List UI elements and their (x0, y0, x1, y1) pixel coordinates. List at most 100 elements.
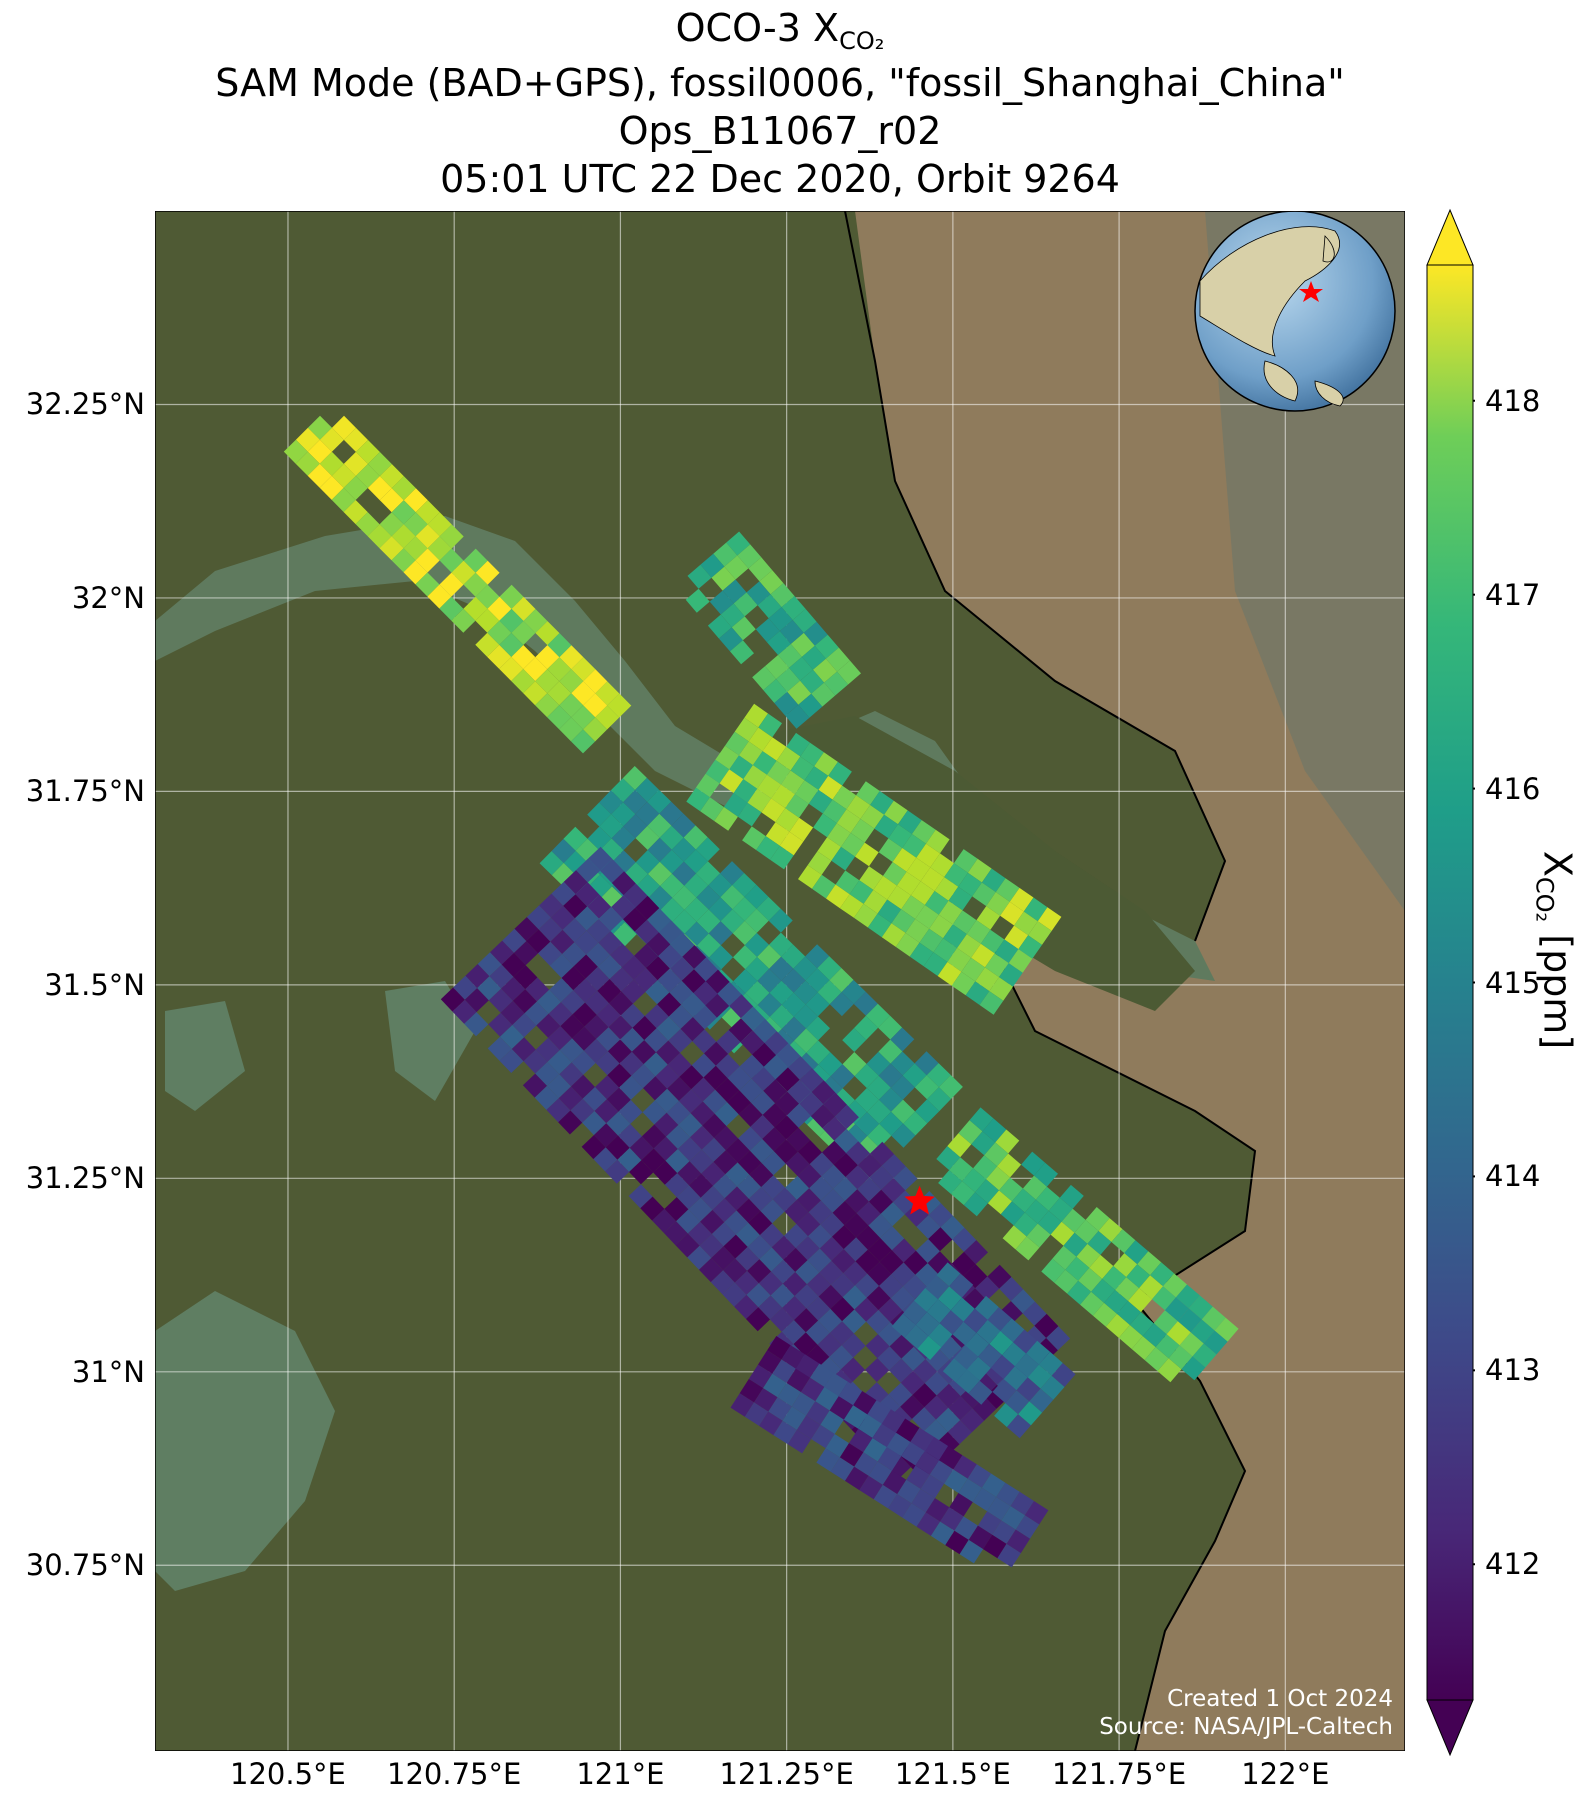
xco2-pixel (881, 1409, 906, 1433)
xco2-pixel (938, 1170, 963, 1194)
xco2-pixel (820, 1410, 844, 1434)
xco2-pixel (307, 415, 332, 440)
xco2-pixel (758, 1295, 783, 1320)
xco2-pixel (549, 954, 574, 978)
xco2-pixel (900, 1370, 925, 1395)
xco2-pixel (704, 1041, 729, 1066)
xco2-pixel (548, 1002, 573, 1027)
xco2-pixel (827, 823, 851, 847)
xco2-pixel (849, 1428, 873, 1453)
xco2-pixel (995, 1129, 1020, 1154)
xco2-pixel (677, 1161, 702, 1186)
xco2-pixel (732, 873, 757, 897)
xco2-pixel (700, 797, 724, 821)
xco2-pixel (811, 1424, 835, 1449)
xco2-pixel (644, 1004, 669, 1029)
xco2-pixel (571, 657, 596, 682)
colorbar-min-extend (1426, 1699, 1474, 1757)
xco2-pixel (867, 1099, 892, 1124)
xco2-pixel (965, 1332, 990, 1357)
xco2-pixel (751, 1090, 775, 1115)
xco2-pixel (283, 439, 308, 464)
xco2-pixel (762, 1127, 787, 1152)
xco2-pixel (757, 594, 782, 619)
xco2-pixel (768, 908, 793, 933)
xco2-pixel (600, 859, 625, 883)
xco2-pixel (1203, 1330, 1228, 1355)
xco2-pixel (730, 640, 754, 665)
xco2-pixel (757, 992, 782, 1017)
xco2-pixel (999, 1177, 1023, 1202)
xco2-pixel (1015, 1515, 1040, 1539)
xco2-pixel (889, 1334, 914, 1359)
xco2-pixel (585, 990, 609, 1015)
xco2-pixel (1118, 1325, 1143, 1349)
xco2-pixel (1150, 1262, 1175, 1287)
xco2-pixel (631, 1040, 656, 1065)
xco2-pixel (439, 548, 464, 573)
xco2-pixel (782, 1272, 807, 1296)
xco2-pixel (818, 1308, 843, 1333)
xco2-pixel (1137, 1251, 1162, 1276)
xco2-pixel (947, 1133, 972, 1158)
xco2-pixel (859, 866, 883, 890)
xco2-pixel (752, 1042, 777, 1067)
xco2-pixel (720, 909, 745, 934)
xco2-pixel (631, 1064, 656, 1089)
xco2-pixel (784, 1223, 808, 1248)
xco2-pixel (817, 956, 842, 981)
xco2-pixel (857, 1153, 882, 1178)
xco2-pixel (686, 787, 710, 812)
map-canvas[interactable] (155, 211, 1405, 1751)
xco2-pixel (798, 865, 822, 889)
xco2-pixel (738, 1126, 763, 1151)
xco2-pixel (891, 1313, 916, 1338)
xco2-pixel (781, 1345, 805, 1369)
xco2-pixel (653, 1136, 678, 1161)
xco2-pixel (512, 989, 537, 1014)
xco2-pixel (787, 1079, 812, 1104)
xco2-pixel (732, 921, 757, 946)
xco2-pixel (1026, 1340, 1050, 1365)
xco2-pixel (881, 1154, 906, 1179)
xco2-pixel (689, 1149, 714, 1174)
xco2-pixel (547, 705, 572, 730)
xco2-pixel (511, 621, 536, 645)
xco2-pixel (796, 1188, 821, 1213)
xco2-pixel (796, 1212, 821, 1237)
xco2-pixel (886, 1432, 911, 1457)
xco2-pixel (571, 705, 596, 730)
xco2-pixel (1144, 1347, 1169, 1372)
xco2-pixel (709, 590, 734, 615)
xco2-pixel (415, 500, 440, 525)
title-line-1: OCO-3 XCO₂ (155, 6, 1405, 63)
xco2-pixel (415, 548, 440, 573)
xco2-pixel (781, 1016, 806, 1041)
xco2-pixel (1002, 1225, 1027, 1250)
xco2-pixel (855, 1112, 880, 1136)
xco2-pixel (705, 759, 730, 784)
xco2-pixel (818, 1284, 843, 1309)
xco2-pixel (647, 837, 672, 862)
xco2-pixel (644, 1028, 669, 1053)
map-panel[interactable]: Created 1 Oct 2024 Source: NASA/JPL-Calt… (155, 211, 1405, 1751)
xco2-pixel (794, 780, 819, 804)
xco2-pixel (849, 880, 874, 904)
xco2-pixel (647, 908, 672, 933)
xco2-pixel (695, 837, 720, 862)
xco2-pixel (658, 920, 683, 945)
xco2-pixel (942, 1358, 967, 1383)
xco2-pixel (1014, 1353, 1039, 1378)
xco2-pixel (1177, 1308, 1202, 1333)
xco2-pixel (1091, 1278, 1116, 1303)
xco2-pixel (819, 1260, 844, 1285)
xco2-pixel (814, 634, 839, 659)
target-star-icon[interactable] (904, 1185, 935, 1215)
xco2-pixel (806, 1401, 830, 1425)
xco2-pixel (701, 1161, 726, 1186)
xco2-pixel (787, 680, 812, 705)
xco2-pixel (610, 778, 635, 803)
xco2-pixel (873, 875, 897, 900)
xco2-pixel (926, 1299, 951, 1324)
xco2-pixel (672, 909, 697, 934)
